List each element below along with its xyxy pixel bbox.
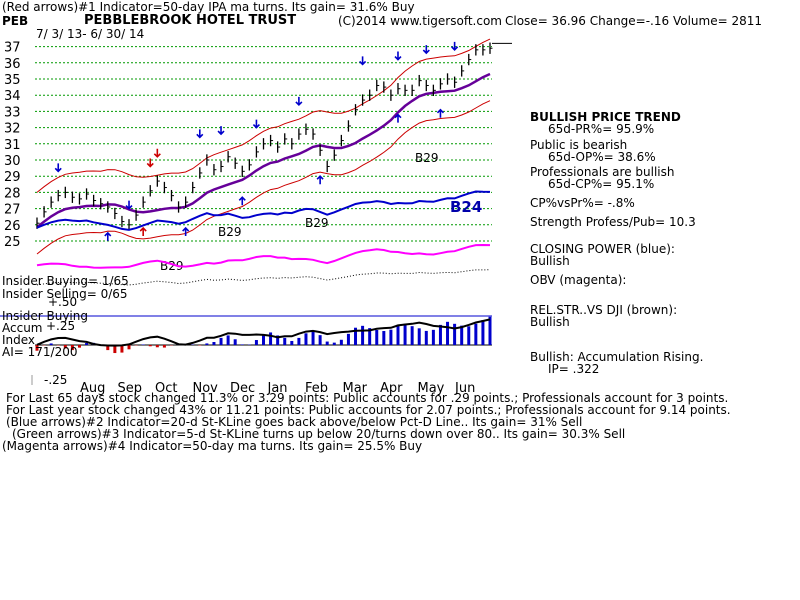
month-label-oct: Oct (155, 381, 177, 396)
red-sell-arrow (153, 148, 161, 158)
op-value: 65d-OP%= 38.6% (548, 150, 656, 164)
blue-buy-arrow (394, 113, 402, 123)
accumulation-panel (0, 315, 492, 385)
blue-sell-arrow (295, 96, 303, 107)
accum-label: Accum (2, 321, 43, 335)
moving-average (36, 72, 491, 229)
accum-index-value: AI= 171/200 (2, 345, 78, 359)
y-tick-31: 31 (4, 138, 21, 153)
relstr-status: Bullish (530, 315, 570, 329)
annotation-label: B24 (450, 198, 482, 216)
pr-value: 65d-PR%= 95.9% (548, 122, 655, 136)
company-name: PEBBLEBROOK HOTEL TRUST (84, 13, 297, 28)
red-buy-arrow (139, 226, 147, 237)
y-tick-30: 30 (4, 154, 21, 169)
y-tick-25: 25 (4, 235, 21, 250)
month-label-may: May (418, 381, 445, 396)
date-range: 7/ 3/ 13- 6/ 30/ 14 (36, 27, 145, 41)
month-label-jan: Jan (267, 381, 288, 396)
price-bands (36, 38, 512, 255)
y-tick-29: 29 (4, 170, 21, 185)
ip-value: IP= .322 (548, 362, 600, 376)
lower-band (36, 100, 491, 255)
blue-buy-arrow (104, 231, 112, 241)
blue-buy-arrow (182, 226, 190, 237)
y-tick-26: 26 (4, 219, 21, 234)
blue-sell-arrow (217, 126, 225, 136)
price-bars (36, 42, 493, 231)
blue-sell-arrow (54, 163, 62, 173)
insider-selling-count: Insider Selling= 0/65 (2, 287, 128, 301)
quote-summary: Close= 36.96 Change=-.16 Volume= 2811 (505, 14, 762, 28)
blue-sell-arrow (422, 45, 430, 55)
footer-65-days: For Last 65 days stock changed 11.3% or … (6, 391, 729, 405)
closing-power-series (36, 190, 491, 231)
month-label-sep: Sep (118, 381, 143, 396)
obv-ma (36, 269, 491, 286)
month-label-mar: Mar (343, 381, 368, 396)
y-tick-27: 27 (4, 203, 21, 218)
obv-series (36, 243, 491, 269)
blue-sell-arrow (451, 41, 459, 51)
public-status: Public is bearish (530, 138, 628, 152)
signal-arrows (54, 41, 459, 241)
footer-blue-arrows: (Blue arrows)#2 Indicator=20-d St-KLine … (6, 415, 583, 429)
blue-sell-arrow (252, 119, 260, 129)
blue-sell-arrow (359, 56, 367, 66)
upper-band (36, 38, 491, 193)
insider-buying-count: Insider Buying= 1/65 (2, 274, 129, 288)
y-tick-34: 34 (4, 89, 21, 104)
y-tick-36: 36 (4, 57, 21, 72)
annotation-label: B29 (415, 151, 439, 165)
copyright: (C)2014 www.tigersoft.com (338, 14, 502, 28)
relstr-title: REL.STR..VS DJI (brown): (530, 303, 678, 317)
month-label-feb: Feb (305, 381, 328, 396)
blue-buy-arrow (316, 175, 324, 185)
y-tick-32: 32 (4, 122, 21, 137)
month-label-jun: Jun (454, 381, 475, 396)
y-tick-28: 28 (4, 186, 21, 201)
header-indicator-line: (Red arrows)#1 Indicator=50-day IPA ma t… (2, 0, 415, 14)
closing-power-line (36, 190, 491, 231)
closing-power-status: Bullish (530, 254, 570, 268)
closing-power-title: CLOSING POWER (blue): (530, 242, 675, 256)
month-label-aug: Aug (80, 381, 105, 396)
cp-vs-pr: CP%vsPr%= -.8% (530, 196, 635, 210)
accum-status: Bullish: Accumulation Rising. (530, 350, 704, 364)
annotation-label: B29 (305, 216, 329, 230)
footer-magenta-arrows: (Magenta arrows)#4 Indicator=50-day ma t… (2, 439, 423, 453)
month-label-dec: Dec (230, 381, 255, 396)
y-tick-37: 37 (4, 41, 21, 56)
insider-buying-label: Insider Buying (2, 309, 88, 323)
accum-scale-mid: +.50 (48, 295, 78, 309)
pros-status: Professionals are bullish (530, 165, 675, 179)
accum-scale-top: +.25 (46, 319, 76, 333)
accum-scale-bottom: -.25 (44, 373, 68, 387)
obv-line (36, 243, 491, 286)
relative-strength-line (36, 318, 491, 347)
blue-sell-arrow (394, 51, 402, 61)
cp-value: 65d-CP%= 95.1% (548, 177, 655, 191)
blue-buy-arrow (238, 196, 246, 206)
blue-buy-arrow (436, 108, 445, 118)
index-label: Index (2, 333, 36, 347)
month-axis-labels: Aug Sep Oct Nov Dec Jan Feb Mar Apr May Jun (80, 381, 475, 396)
trend-title: BULLISH PRICE TREND (530, 110, 681, 124)
ticker-symbol: PEB (2, 14, 29, 28)
red-sell-arrow (146, 158, 154, 168)
blue-sell-arrow (125, 200, 133, 210)
month-label-nov: Nov (193, 381, 219, 396)
obv-label: OBV (magenta): (530, 273, 627, 287)
blue-sell-arrow (196, 129, 204, 139)
month-label-apr: Apr (380, 381, 403, 396)
y-tick-33: 33 (4, 105, 21, 120)
annotation-label: B29 (218, 225, 242, 239)
strength-ratio: Strength Profess/Pub= 10.3 (530, 215, 696, 229)
footer-year: For Last year stock changed 43% or 11.21… (6, 403, 731, 417)
y-tick-35: 35 (4, 73, 21, 88)
footer-green-arrows: (Green arrows)#3 Indicator=5-d St-KLine … (12, 427, 626, 441)
